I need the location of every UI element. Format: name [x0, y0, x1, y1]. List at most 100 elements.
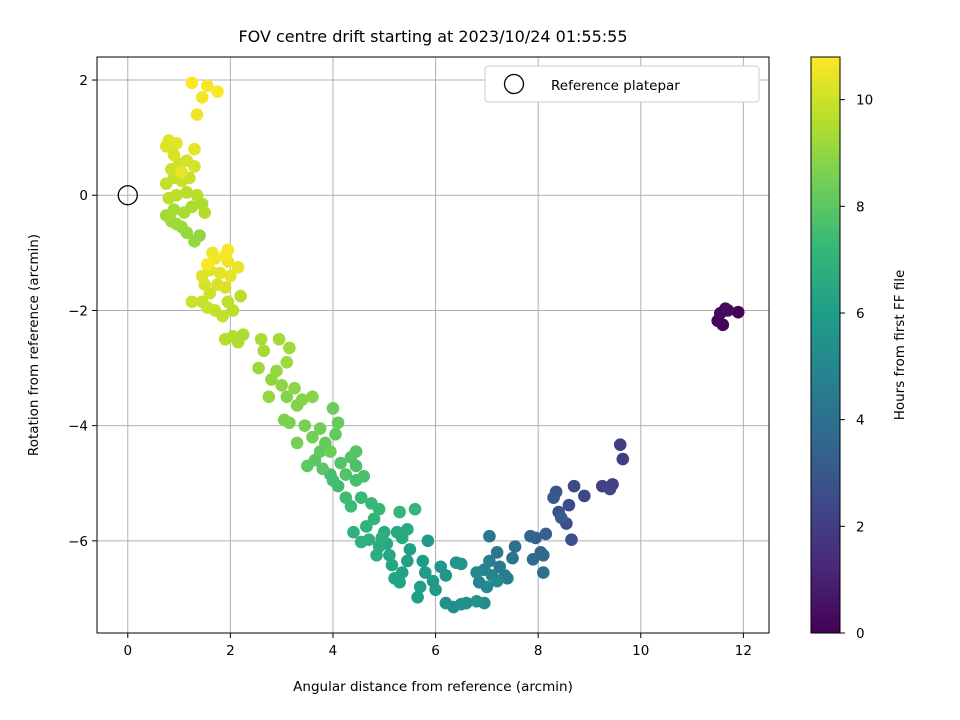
scatter-point	[388, 571, 401, 585]
colorbar-tick-label: 2	[856, 519, 865, 535]
scatter-point	[483, 529, 496, 543]
scatter-point	[731, 305, 745, 319]
scatter-point	[565, 533, 578, 546]
scatter-point	[167, 203, 181, 216]
scatter-point	[349, 445, 363, 458]
scatter-point	[367, 512, 381, 526]
scatter-point	[283, 341, 296, 355]
colorbar-tick-label: 6	[856, 306, 865, 322]
scatter-point	[167, 148, 181, 162]
legend: Reference platepar	[484, 65, 760, 103]
plot-frame	[96, 56, 770, 634]
scatter-point	[536, 548, 550, 562]
scatter-point	[413, 580, 427, 594]
x-tick-label: 4	[329, 643, 338, 659]
scatter-point	[506, 551, 519, 565]
scatter-point	[416, 554, 430, 568]
colorbar-ticks: 0 2 4 6 8 10	[840, 93, 873, 642]
reference-marker-group	[117, 185, 138, 206]
scatter-point	[426, 574, 440, 588]
scatter-point	[603, 482, 617, 496]
colorbar-label: Hours from first FF file	[892, 270, 908, 421]
colorbar-tick-label: 0	[856, 626, 865, 642]
scatter-point	[439, 596, 453, 610]
scatter-point	[526, 552, 540, 566]
scatter-point	[562, 498, 576, 512]
scatter-point	[185, 76, 199, 90]
scatter-point	[524, 529, 537, 543]
scatter-point	[403, 543, 417, 556]
scatter-point	[408, 502, 422, 516]
data-points	[159, 76, 745, 614]
scatter-point	[449, 556, 463, 570]
scatter-point	[393, 505, 406, 519]
x-axis-label: Angular distance from reference (arcmin)	[293, 679, 573, 695]
scatter-point	[508, 540, 522, 553]
scatter-point	[421, 534, 435, 548]
y-tick-label: 0	[79, 188, 88, 204]
scatter-point	[365, 497, 378, 510]
scatter-point	[275, 379, 288, 392]
y-tick-label: −2	[68, 303, 88, 319]
scatter-point	[554, 511, 568, 525]
scatter-point	[185, 295, 199, 309]
scatter-point	[375, 531, 389, 545]
scatter-point	[357, 470, 371, 483]
scatter-point	[170, 137, 183, 150]
scatter-point	[370, 548, 383, 562]
scatter-point	[272, 332, 286, 346]
scatter-point	[252, 361, 265, 375]
scatter-point	[578, 489, 591, 503]
scatter-point	[298, 419, 312, 432]
legend-box	[484, 65, 760, 103]
scatter-point	[313, 422, 327, 435]
scatter-point	[385, 558, 399, 572]
scatter-point	[536, 566, 550, 579]
scatter-point	[347, 525, 360, 539]
scatter-point	[211, 85, 224, 98]
scatter-point	[306, 430, 319, 444]
scatter-point	[721, 304, 735, 317]
scatter-point	[470, 566, 483, 579]
scatter-point	[470, 595, 483, 608]
scatter-point	[200, 79, 214, 93]
y-tick-label: −4	[68, 419, 88, 435]
scatter-point	[162, 191, 176, 205]
scatter-point	[419, 566, 432, 579]
x-tick-label: 10	[632, 643, 649, 659]
scatter-point	[383, 548, 396, 562]
colorbar-tick-label: 8	[856, 199, 865, 215]
scatter-point	[190, 108, 204, 121]
scatter-point	[306, 390, 319, 404]
scatter-point	[234, 289, 247, 303]
chart-title: FOV centre drift starting at 2023/10/24 …	[238, 27, 627, 46]
x-tick-label: 0	[123, 643, 132, 659]
scatter-point	[547, 491, 560, 504]
scatter-point	[401, 523, 414, 536]
scatter-point	[257, 344, 271, 358]
scatter-point	[290, 436, 304, 450]
x-tick-label: 2	[226, 643, 235, 659]
scatter-point	[185, 200, 199, 214]
scatter-point	[198, 206, 212, 219]
colorbar	[810, 56, 841, 634]
scatter-point	[401, 554, 414, 568]
scatter-point	[301, 459, 314, 473]
scatter-point	[539, 527, 553, 541]
scatter-point	[277, 413, 291, 427]
scatter-point	[295, 393, 309, 407]
scatter-point	[254, 332, 268, 346]
y-axis-ticks: 2 0 −2 −4 −6	[68, 73, 97, 550]
scatter-point	[218, 281, 232, 294]
scatter-point	[180, 186, 194, 199]
x-tick-label: 8	[534, 643, 543, 659]
scatter-point	[206, 246, 219, 260]
scatter-point	[324, 445, 337, 458]
legend-label-reference: Reference platepar	[551, 78, 680, 94]
legend-marker-reference	[503, 73, 525, 95]
scatter-point	[339, 468, 353, 481]
scatter-point	[200, 258, 214, 271]
y-axis-label: Rotation from reference (arcmin)	[26, 234, 42, 456]
scatter-point	[326, 402, 340, 415]
y-tick-label: 2	[79, 73, 88, 89]
